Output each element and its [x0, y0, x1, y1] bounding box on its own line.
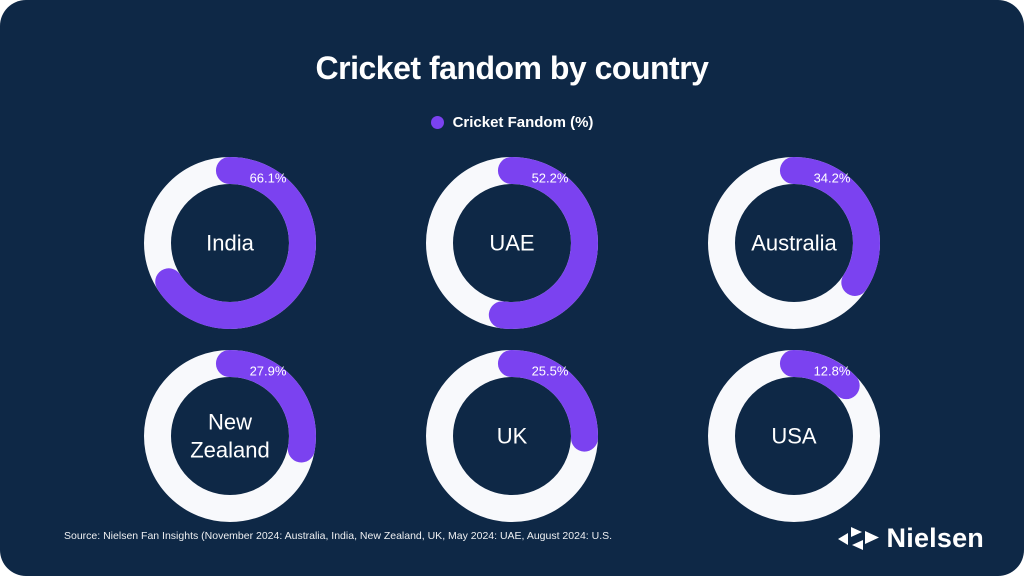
donut-arc — [708, 350, 880, 522]
country-label-australia: Australia — [751, 230, 837, 256]
donut-arc — [144, 157, 316, 329]
donut-new-zealand: New Zealand 27.9% — [144, 350, 316, 522]
donut-arc — [426, 350, 598, 522]
country-label-new-zealand: New Zealand — [190, 409, 270, 463]
country-label-uae: UAE — [489, 230, 535, 256]
country-label-uk: UK — [496, 423, 528, 449]
donut-grid: India 66.1% UAE 52.2% Australia 34.2% New Zeal… — [89, 157, 935, 522]
donut-india: India 66.1% — [144, 157, 316, 329]
donut-uae: UAE 52.2% — [426, 157, 598, 329]
legend-label: Cricket Fandom (%) — [452, 114, 594, 131]
nielsen-logo: Nielsen — [836, 523, 984, 554]
value-label-uk: 25.5% — [531, 363, 569, 379]
nielsen-triangles-icon — [836, 524, 880, 553]
value-label-new-zealand: 27.9% — [249, 363, 287, 379]
donut-arc — [426, 157, 598, 329]
donut-usa: USA 12.8% — [708, 350, 880, 522]
legend: Cricket Fandom (%) — [0, 114, 1024, 131]
donut-arc — [708, 157, 880, 329]
value-label-india: 66.1% — [249, 170, 287, 186]
source-note: Source: Nielsen Fan Insights (November 2… — [64, 530, 613, 542]
value-label-australia: 34.2% — [813, 170, 851, 186]
donut-australia: Australia 34.2% — [708, 157, 880, 329]
page-title: Cricket fandom by country — [315, 50, 709, 86]
donut-arc — [144, 350, 316, 522]
donut-uk: UK 25.5% — [426, 350, 598, 522]
nielsen-wordmark: Nielsen — [886, 523, 984, 553]
value-label-usa: 12.8% — [813, 363, 851, 379]
country-label-usa: USA — [771, 423, 817, 449]
country-label-india: India — [206, 230, 254, 256]
legend-dot-icon — [430, 116, 444, 129]
value-label-uae: 52.2% — [531, 170, 569, 186]
